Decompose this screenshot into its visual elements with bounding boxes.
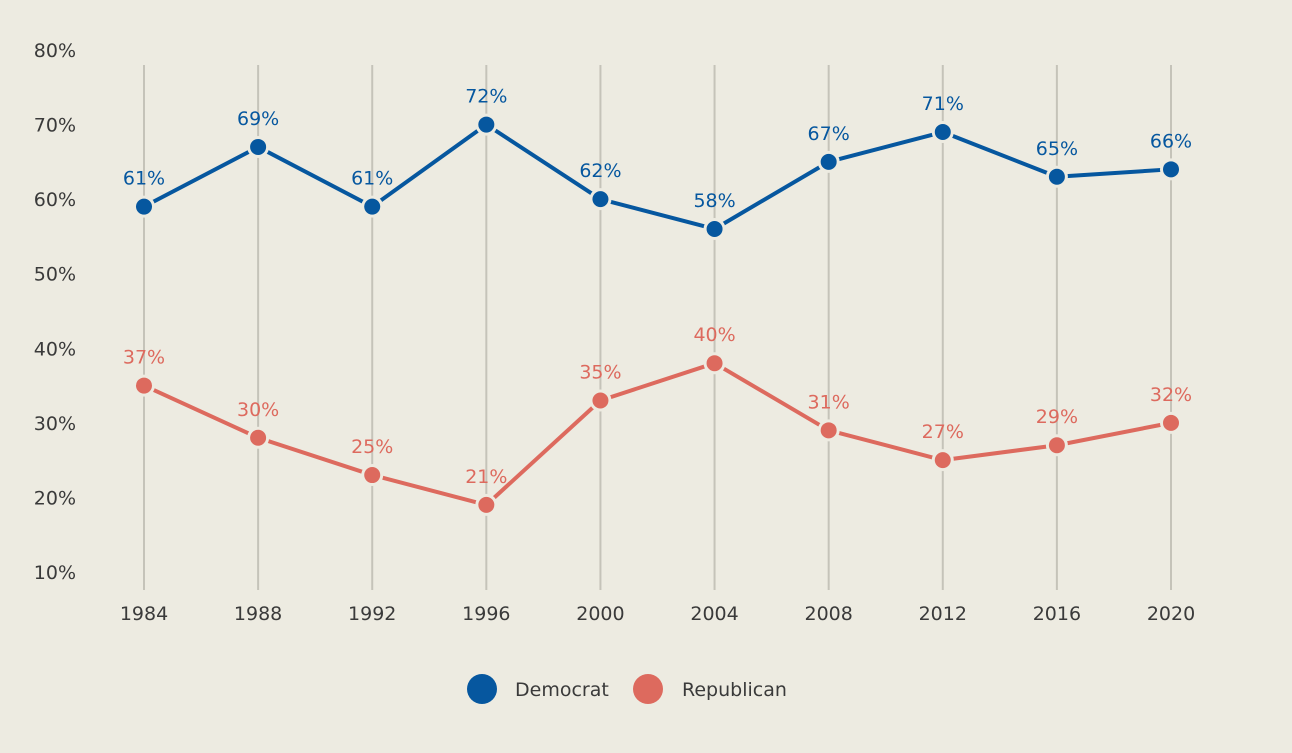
x-tick-label: 1984 [120, 603, 168, 625]
legend-label-democrat: Democrat [515, 679, 609, 701]
series-line [143, 361, 1172, 507]
y-tick-label: 60% [34, 189, 76, 211]
y-tick-label: 30% [34, 413, 76, 435]
data-point [592, 392, 609, 409]
y-axis: 80% 70% 60% 50% 40% 30% 20% 10% [34, 40, 76, 584]
y-tick-label: 10% [34, 562, 76, 584]
data-point [250, 138, 267, 155]
data-label: 32% [1150, 384, 1192, 406]
data-point [820, 422, 837, 439]
data-point [1163, 161, 1179, 178]
data-point [136, 377, 152, 394]
legend-marker-republican [633, 674, 663, 704]
x-tick-label: 2000 [576, 603, 624, 625]
data-point [820, 153, 837, 170]
y-tick-label: 40% [34, 338, 76, 360]
data-point [478, 116, 495, 133]
data-label: 65% [1036, 138, 1078, 160]
data-label: 72% [465, 86, 507, 108]
x-tick-label: 2012 [919, 603, 967, 625]
legend-label-republican: Republican [682, 679, 787, 701]
x-tick-label: 1996 [462, 603, 510, 625]
data-label: 27% [922, 421, 964, 443]
data-point [478, 496, 495, 513]
data-point [364, 198, 381, 215]
x-tick-label: 2016 [1033, 603, 1081, 625]
data-label: 66% [1150, 130, 1192, 152]
data-label: 67% [808, 123, 850, 145]
data-point [1048, 437, 1065, 454]
series-line [143, 122, 1172, 231]
data-point [934, 452, 951, 469]
series-layer: 61% 69% 61% 72% 62% 58% 67% 71% 65% 66% 37% 30% 25% 2… [123, 86, 1192, 516]
gridlines [143, 65, 1172, 590]
data-label: 61% [351, 168, 393, 190]
data-label: 29% [1036, 406, 1078, 428]
data-label: 62% [579, 160, 621, 182]
data-label: 31% [808, 391, 850, 413]
x-tick-label: 1992 [348, 603, 396, 625]
data-point [706, 220, 723, 237]
data-label: 35% [579, 361, 621, 383]
data-label: 58% [693, 190, 735, 212]
x-tick-label: 2004 [690, 603, 738, 625]
x-tick-label: 2008 [804, 603, 852, 625]
x-tick-label: 1988 [234, 603, 282, 625]
data-point [364, 467, 381, 484]
data-label: 69% [237, 108, 279, 130]
data-point [934, 124, 951, 141]
series-democrat: 61% 69% 61% 72% 62% 58% 67% 71% 65% 66% [123, 86, 1192, 240]
x-tick-label: 2020 [1147, 603, 1195, 625]
y-tick-label: 70% [34, 115, 76, 137]
x-axis: 1984 1988 1992 1996 2000 2004 2008 2012 2016 2020 [120, 603, 1195, 625]
data-point [1163, 414, 1179, 431]
data-label: 25% [351, 436, 393, 458]
data-point [706, 355, 723, 372]
data-point [250, 429, 267, 446]
y-tick-label: 20% [34, 487, 76, 509]
data-label: 30% [237, 399, 279, 421]
data-label: 61% [123, 168, 165, 190]
data-label: 71% [922, 93, 964, 115]
y-tick-label: 80% [34, 40, 76, 62]
data-point [136, 198, 152, 215]
data-point [1048, 168, 1065, 185]
data-point [592, 191, 609, 208]
legend: Democrat Republican [467, 674, 787, 704]
series-republican: 37% 30% 25% 21% 35% 40% 31% 27% 29% 32% [123, 324, 1192, 516]
data-label: 40% [693, 324, 735, 346]
data-label: 21% [465, 466, 507, 488]
data-label: 37% [123, 347, 165, 369]
legend-marker-democrat [467, 674, 497, 704]
y-tick-label: 50% [34, 264, 76, 286]
